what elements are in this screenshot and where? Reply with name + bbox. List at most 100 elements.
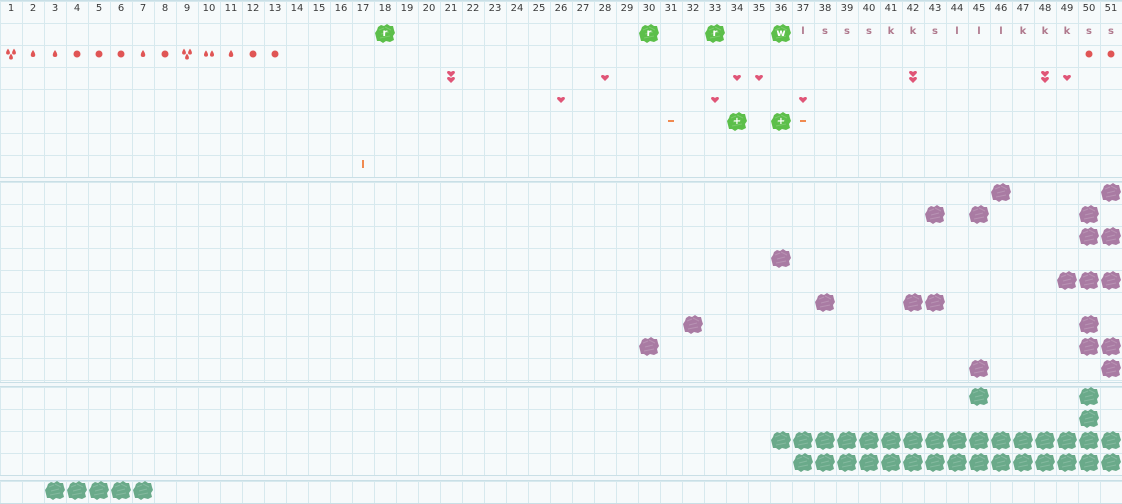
- teal-tile[interactable]: [111, 481, 131, 500]
- column-number: 18: [378, 3, 392, 14]
- teal-tile[interactable]: [1079, 409, 1099, 428]
- purple-tile[interactable]: [1079, 227, 1099, 246]
- column-number: 38: [818, 3, 832, 14]
- heart-icon: [748, 72, 770, 88]
- teal-tile[interactable]: [1035, 453, 1055, 472]
- purple-tile[interactable]: [1101, 271, 1121, 290]
- teal-tile[interactable]: [1057, 431, 1077, 450]
- teal-tile[interactable]: [991, 453, 1011, 472]
- teal-tile[interactable]: [859, 431, 879, 450]
- column-number: 43: [928, 3, 942, 14]
- teal-tile[interactable]: [1079, 431, 1099, 450]
- column-number: 45: [972, 3, 986, 14]
- purple-tile[interactable]: [1101, 359, 1121, 378]
- teal-tile[interactable]: [133, 481, 153, 500]
- purple-tile[interactable]: [1079, 205, 1099, 224]
- heart-icon: [704, 94, 726, 110]
- purple-tile[interactable]: [771, 249, 791, 268]
- teal-tile[interactable]: [925, 431, 945, 450]
- tile-symbol: r: [712, 28, 718, 39]
- row-letter: l: [801, 26, 805, 37]
- teal-tile[interactable]: [815, 453, 835, 472]
- purple-band: [0, 181, 1122, 383]
- teal-tile[interactable]: [1013, 453, 1033, 472]
- teal-tile[interactable]: [903, 431, 923, 450]
- column-number: 34: [730, 3, 744, 14]
- column-number: 4: [73, 3, 81, 14]
- green-tile[interactable]: +: [771, 112, 791, 131]
- green-tile[interactable]: w: [771, 24, 791, 43]
- teal-tile[interactable]: [45, 481, 65, 500]
- column-number: 26: [554, 3, 568, 14]
- green-tile[interactable]: r: [639, 24, 659, 43]
- purple-tile[interactable]: [969, 205, 989, 224]
- teal-tile[interactable]: [1101, 453, 1121, 472]
- teal-tile[interactable]: [947, 453, 967, 472]
- teal-tile[interactable]: [925, 453, 945, 472]
- teal-tile[interactable]: [1079, 453, 1099, 472]
- purple-tile[interactable]: [1057, 271, 1077, 290]
- teal-tile[interactable]: [1013, 431, 1033, 450]
- dash-mark: [800, 120, 806, 122]
- teal-tile[interactable]: [969, 453, 989, 472]
- teal-tile[interactable]: [837, 453, 857, 472]
- purple-tile[interactable]: [815, 293, 835, 312]
- green-tile[interactable]: +: [727, 112, 747, 131]
- bottom-band: [0, 480, 1122, 504]
- purple-tile[interactable]: [1101, 227, 1121, 246]
- column-number: 51: [1104, 3, 1118, 14]
- purple-tile[interactable]: [1079, 271, 1099, 290]
- teal-tile[interactable]: [1035, 431, 1055, 450]
- green-tile[interactable]: r: [375, 24, 395, 43]
- purple-tile[interactable]: [1101, 337, 1121, 356]
- column-number: 36: [774, 3, 788, 14]
- drop-icon: [44, 46, 66, 62]
- column-number: 8: [161, 3, 169, 14]
- purple-tile[interactable]: [1101, 183, 1121, 202]
- column-number: 3: [51, 3, 59, 14]
- row-letter: k: [1019, 26, 1027, 37]
- purple-tile[interactable]: [1079, 315, 1099, 334]
- row-letter: s: [844, 26, 850, 37]
- purple-tile[interactable]: [639, 337, 659, 356]
- teal-tile[interactable]: [771, 431, 791, 450]
- teal-tile[interactable]: [947, 431, 967, 450]
- row-letter: s: [822, 26, 828, 37]
- teal-tile[interactable]: [969, 431, 989, 450]
- tile-symbol: w: [776, 28, 786, 39]
- dash-mark: [668, 120, 674, 122]
- teal-tile[interactable]: [793, 453, 813, 472]
- teal-tile[interactable]: [1079, 387, 1099, 406]
- purple-tile[interactable]: [925, 205, 945, 224]
- teal-tile[interactable]: [815, 431, 835, 450]
- teal-tile[interactable]: [903, 453, 923, 472]
- drop-icon: [220, 46, 242, 62]
- purple-tile[interactable]: [683, 315, 703, 334]
- column-number: 21: [444, 3, 458, 14]
- teal-tile[interactable]: [859, 453, 879, 472]
- teal-tile[interactable]: [837, 431, 857, 450]
- purple-tile[interactable]: [991, 183, 1011, 202]
- row-letter: k: [1041, 26, 1049, 37]
- purple-tile[interactable]: [969, 359, 989, 378]
- row-letter: s: [1086, 26, 1092, 37]
- teal-tile[interactable]: [89, 481, 109, 500]
- teal-tile[interactable]: [881, 431, 901, 450]
- column-number: 12: [246, 3, 260, 14]
- purple-tile[interactable]: [1079, 337, 1099, 356]
- teal-tile[interactable]: [67, 481, 87, 500]
- teal-tile[interactable]: [991, 431, 1011, 450]
- teal-tile[interactable]: [881, 453, 901, 472]
- dot-icon: [154, 46, 176, 62]
- green-tile[interactable]: r: [705, 24, 725, 43]
- teal-tile[interactable]: [1057, 453, 1077, 472]
- teal-tile[interactable]: [969, 387, 989, 406]
- column-number: 16: [334, 3, 348, 14]
- dot-icon: [110, 46, 132, 62]
- teal-tile[interactable]: [1101, 431, 1121, 450]
- teal-tile[interactable]: [793, 431, 813, 450]
- purple-tile[interactable]: [925, 293, 945, 312]
- purple-tile[interactable]: [903, 293, 923, 312]
- heart-icon: [594, 72, 616, 88]
